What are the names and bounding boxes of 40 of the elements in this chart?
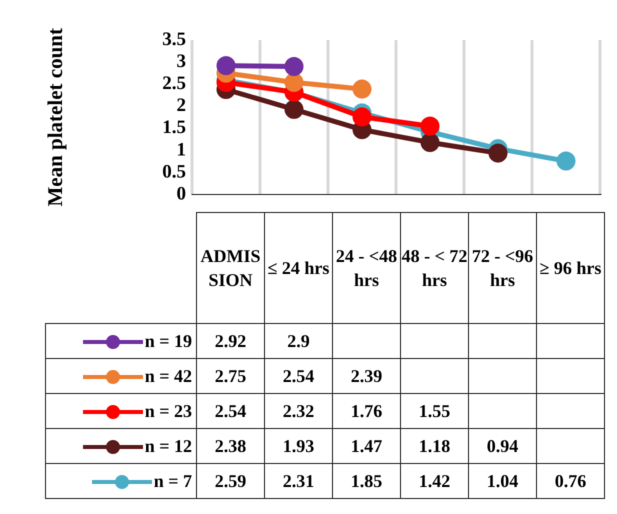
data-label: 1.76	[332, 394, 400, 428]
legend-label: n = 7	[46, 464, 196, 498]
x-tick-label: ≥ 96 hrs	[536, 212, 604, 324]
y-tick-label: 1.5	[162, 117, 186, 138]
data-label: 0.76	[536, 464, 604, 498]
data-label: 1.93	[264, 428, 332, 464]
data-label: 1.18	[400, 428, 468, 464]
y-axis-title: Mean platelet count	[43, 28, 68, 207]
x-tick-label: 48 - < 72 hrs	[400, 212, 468, 324]
y-tick-label: 3.5	[162, 28, 186, 50]
y-tick-label: 0.5	[162, 161, 186, 182]
data-label: 2.59	[196, 464, 264, 498]
data-label: 1.55	[400, 394, 468, 428]
data-label: 2.39	[332, 358, 400, 394]
y-tick-label: 0	[176, 184, 186, 205]
data-label: 2.54	[264, 358, 332, 394]
data-label: 1.47	[332, 428, 400, 464]
y-tick-label: 2	[176, 95, 186, 116]
x-tick-label: ADMISSION	[196, 212, 264, 324]
data-label: 2.31	[264, 464, 332, 498]
x-tick-label: 72 - <96 hrs	[468, 212, 536, 324]
legend-label: n = 19	[46, 324, 196, 358]
data-label: 2.92	[196, 324, 264, 358]
x-tick-label: 24 - <48 hrs	[332, 212, 400, 324]
data-label: 2.9	[264, 324, 332, 358]
data-label: 1.04	[468, 464, 536, 498]
data-label: 2.32	[264, 394, 332, 428]
data-label: 1.85	[332, 464, 400, 498]
y-tick-label: 1	[176, 139, 186, 160]
data-label: 2.38	[196, 428, 264, 464]
data-label: 1.42	[400, 464, 468, 498]
legend-label: n = 23	[46, 394, 196, 428]
legend-label: n = 12	[46, 428, 196, 464]
x-tick-label: ≤ 24 hrs	[264, 212, 332, 324]
legend-label: n = 42	[46, 358, 196, 394]
y-tick-label: 2.5	[162, 73, 186, 94]
data-label: 2.54	[196, 394, 264, 428]
data-label: 2.75	[196, 358, 264, 394]
y-tick-label: 3	[176, 50, 186, 72]
data-label: 0.94	[468, 428, 536, 464]
